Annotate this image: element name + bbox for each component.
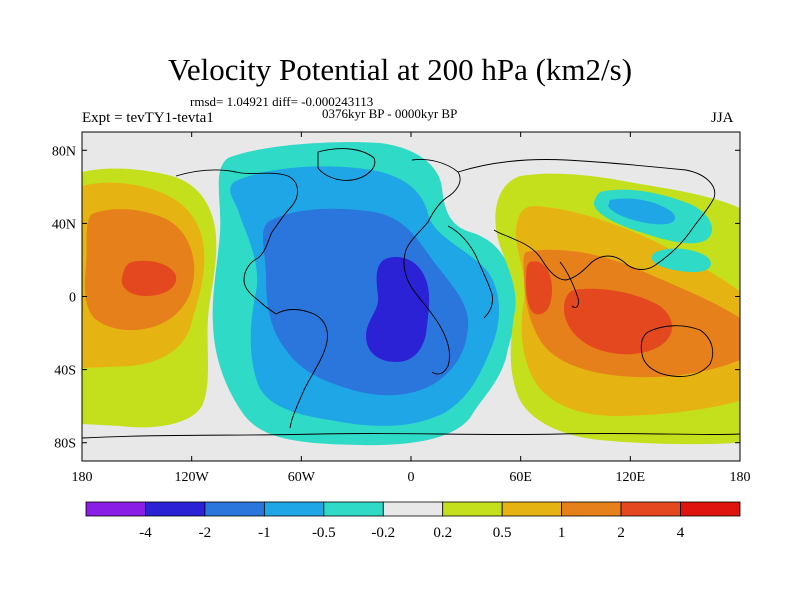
coastlines bbox=[82, 148, 740, 439]
colorbar-swatch bbox=[263, 501, 325, 517]
colorbar-level-label: 4 bbox=[677, 525, 685, 541]
y-tick-label: 0 bbox=[69, 291, 76, 306]
colorbar-swatch bbox=[442, 501, 503, 517]
season-label: JJA bbox=[711, 110, 734, 126]
x-tick-label: 60E bbox=[509, 470, 532, 485]
chart-title: Velocity Potential at 200 hPa (km2/s) bbox=[167, 52, 633, 87]
colorbar-swatch bbox=[501, 501, 563, 517]
contour-band-pacific-2 bbox=[121, 260, 177, 296]
colorbar-level-label: -1 bbox=[258, 525, 271, 541]
x-tick-label: 0 bbox=[408, 470, 415, 485]
contour-band-neg-2 bbox=[366, 256, 430, 362]
experiment-label: Expt = tevTY1-tevta1 bbox=[82, 110, 214, 126]
stats-label: rmsd= 1.04921 diff= -0.000243113 bbox=[190, 94, 374, 109]
x-tick-label: 120W bbox=[175, 470, 210, 485]
colorbar-level-label: 2 bbox=[617, 525, 625, 541]
x-tick-label: 60W bbox=[288, 470, 316, 485]
colorbar-swatch bbox=[680, 501, 741, 517]
y-tick-label: 80S bbox=[54, 437, 76, 452]
colorbar-swatch bbox=[204, 501, 265, 517]
colorbar-legend: -4 -2 -1 -0.5 -0.2 0.2 0.5 1 2 4 bbox=[85, 501, 741, 541]
x-tick-label: 180 bbox=[72, 470, 93, 485]
colorbar-swatch bbox=[145, 501, 206, 517]
x-tick-label: 180 bbox=[730, 470, 751, 485]
y-tick-label: 40S bbox=[54, 364, 76, 379]
x-axis: 180 120W 60W 0 60E 120E 180 bbox=[72, 132, 751, 485]
colorbar-level-label: -0.5 bbox=[312, 525, 336, 541]
y-axis: 80N 40N 0 40S 80S bbox=[52, 144, 740, 452]
colorbar-swatch bbox=[382, 501, 444, 517]
period-label: 0376kyr BP - 0000kyr BP bbox=[322, 106, 458, 121]
colorbar-level-label: 1 bbox=[558, 525, 566, 541]
y-tick-label: 80N bbox=[52, 144, 76, 159]
contour-band-asia-neg-0.2b bbox=[651, 248, 711, 272]
colorbar-swatch bbox=[620, 501, 681, 517]
contour-band-pos-2-west bbox=[526, 261, 552, 315]
colorbar-level-label: -4 bbox=[139, 525, 152, 541]
colorbar-level-label: 0.5 bbox=[493, 525, 512, 541]
y-tick-label: 40N bbox=[52, 217, 76, 232]
colorbar-level-label: -2 bbox=[199, 525, 212, 541]
x-tick-label: 120E bbox=[616, 470, 646, 485]
contour-field bbox=[82, 132, 740, 461]
colorbar-swatch bbox=[561, 501, 622, 517]
colorbar-level-label: 0.2 bbox=[433, 525, 452, 541]
contour-band-pos-2 bbox=[564, 288, 672, 355]
colorbar-swatch bbox=[323, 501, 384, 517]
contour-band-asia-neg-0.5 bbox=[608, 198, 676, 225]
colorbar-swatch bbox=[85, 501, 146, 517]
colorbar-level-label: -0.2 bbox=[371, 525, 395, 541]
